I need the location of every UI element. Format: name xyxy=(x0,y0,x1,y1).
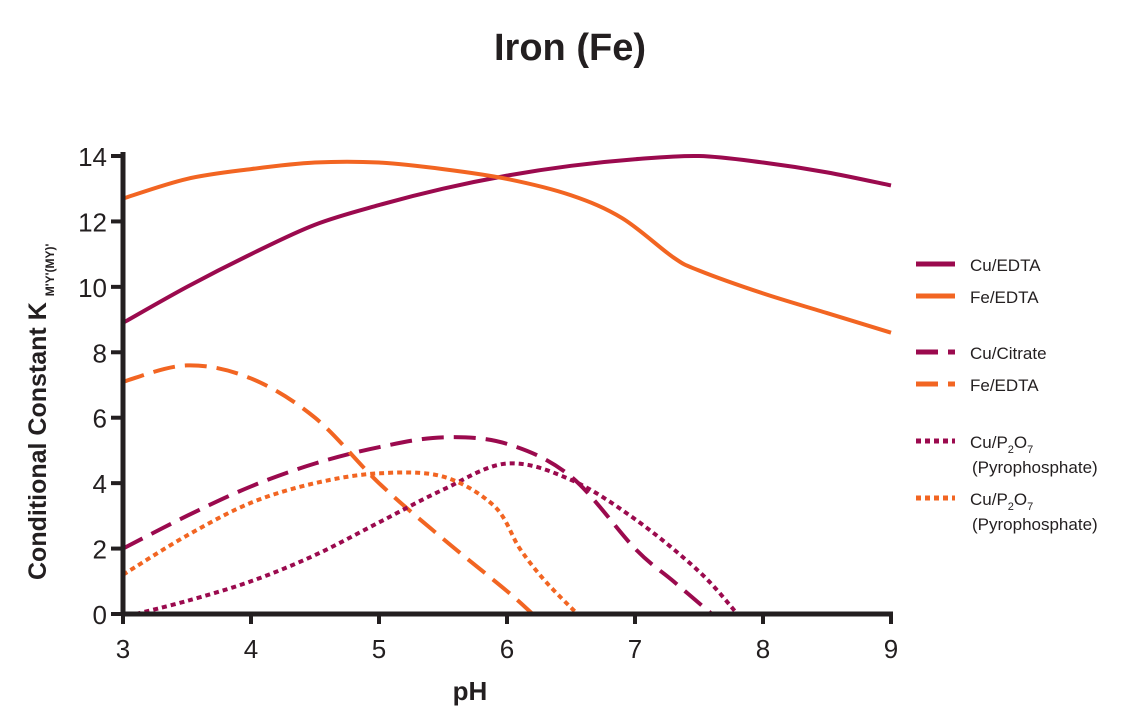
svg-text:Conditional Constant KM'Y'(MY): Conditional Constant K M'Y'(MY)' xyxy=(24,244,57,580)
x-tick-label: 4 xyxy=(244,634,258,664)
legend-label-1: Fe/EDTA xyxy=(970,288,1039,307)
ticks-layer: 3 4 5 6 7 8 9 0 2 4 6 8 10 12 14 xyxy=(78,142,898,664)
series-layer xyxy=(121,153,892,616)
series-line-4 xyxy=(135,461,739,616)
legend-label-sub-4: (Pyrophosphate) xyxy=(972,458,1098,477)
series-line-1 xyxy=(122,159,892,335)
y-axis-label-subscript: M'Y'(MY)' xyxy=(43,244,57,297)
chart-title: Iron (Fe) xyxy=(494,27,646,69)
x-tick-label: 9 xyxy=(884,634,898,664)
y-axis-label: Conditional Constant K xyxy=(24,302,52,580)
legend: Cu/EDTA Fe/EDTA Cu/Citrate Fe/EDTA Cu/P2O7 (P… xyxy=(916,256,1098,534)
y-tick-label: 10 xyxy=(78,273,107,303)
y-tick-label: 12 xyxy=(78,207,107,237)
legend-label-sub-5: (Pyrophosphate) xyxy=(972,515,1098,534)
series-line-3 xyxy=(122,363,534,616)
x-tick-label: 3 xyxy=(116,634,130,664)
series-line-0 xyxy=(122,153,892,325)
legend-label-5: Cu/P2O7 xyxy=(970,490,1033,513)
legend-label-0: Cu/EDTA xyxy=(970,256,1041,275)
y-tick-label: 2 xyxy=(93,535,107,565)
y-tick-label: 0 xyxy=(93,600,107,630)
series-line-5 xyxy=(121,470,579,616)
x-tick-label: 7 xyxy=(628,634,642,664)
legend-label-2: Cu/Citrate xyxy=(970,344,1047,363)
x-axis-label: pH xyxy=(453,676,488,706)
y-tick-label: 14 xyxy=(78,142,107,172)
legend-label-4: Cu/P2O7 xyxy=(970,433,1033,456)
y-tick-label: 4 xyxy=(93,469,107,499)
series-line-2 xyxy=(122,435,714,616)
x-tick-label: 8 xyxy=(756,634,770,664)
x-tick-label: 5 xyxy=(372,634,386,664)
legend-label-3: Fe/EDTA xyxy=(970,376,1039,395)
y-axis-label-group: Conditional Constant K M'Y'(MY)' xyxy=(24,244,57,580)
y-tick-label: 6 xyxy=(93,404,107,434)
x-tick-label: 6 xyxy=(500,634,514,664)
y-tick-label: 8 xyxy=(93,338,107,368)
